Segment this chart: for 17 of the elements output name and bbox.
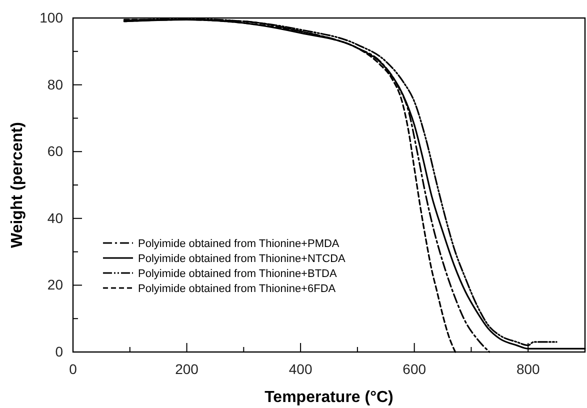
x-tick-label: 400 xyxy=(288,360,312,377)
legend-label: Polyimide obtained from Thionine+6FDA xyxy=(138,283,336,295)
legend-label: Polyimide obtained from Thionine+BTDA xyxy=(138,268,338,280)
y-tick-label: 60 xyxy=(47,143,64,160)
legend-label: Polyimide obtained from Thionine+NTCDA xyxy=(138,253,346,265)
x-tick-label: 600 xyxy=(402,360,426,377)
legend-label: Polyimide obtained from Thionine+PMDA xyxy=(138,238,340,250)
x-tick-label: 800 xyxy=(516,360,540,377)
y-axis-title: Weight (percent) xyxy=(9,122,26,248)
y-tick-label: 0 xyxy=(55,343,64,360)
x-axis-title: Temperature (°C) xyxy=(264,389,394,406)
x-tick-label: 200 xyxy=(175,360,199,377)
y-tick-label: 80 xyxy=(47,76,64,92)
x-tick-label: 0 xyxy=(69,360,78,377)
y-tick-label: 20 xyxy=(47,276,64,293)
y-tick-label: 100 xyxy=(40,9,64,26)
y-tick-label: 40 xyxy=(47,210,64,226)
